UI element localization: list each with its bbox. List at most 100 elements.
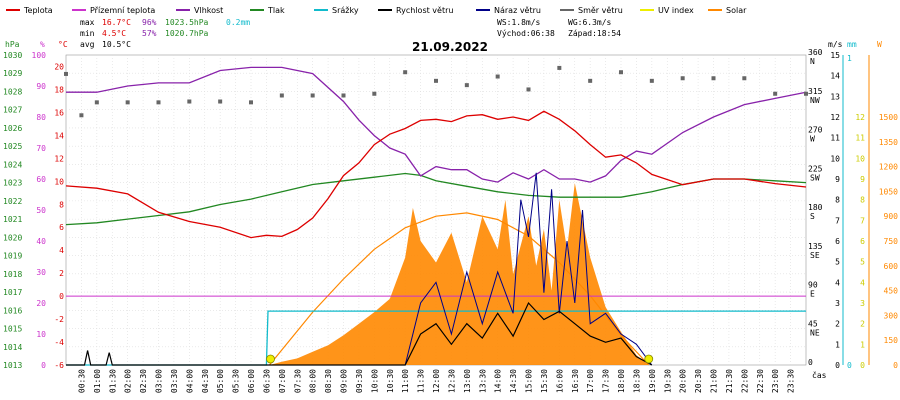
x-tick-label: 17:00 <box>586 369 595 393</box>
x-tick-label: 04:30 <box>201 369 210 393</box>
x-tick-label: 05:30 <box>232 369 241 393</box>
legend: Teplota Přízemní teplota Vlhkost Tlak Srážky… <box>6 6 747 15</box>
y-tick-label: 1 <box>847 54 852 63</box>
wind-direction-point <box>557 65 562 70</box>
y-tick-label: 1018 <box>3 270 22 279</box>
y-tick-label: 1020 <box>3 233 22 242</box>
wind-direction-point <box>187 99 192 104</box>
x-tick-label: 14:30 <box>509 369 518 393</box>
y-tick-label: 1030 <box>3 51 22 60</box>
wind-direction-point <box>804 91 808 96</box>
max-press: 1023.5hPa <box>165 18 209 27</box>
wind-direction-point <box>434 78 438 83</box>
y-tick-label: 1029 <box>3 69 22 78</box>
y-tick-label: 2 <box>860 320 865 329</box>
y-tick-label: 60 <box>36 175 46 184</box>
wind-direction-point <box>372 91 377 96</box>
pressure-line <box>65 172 807 226</box>
y-tick-label: 1013 <box>3 361 22 370</box>
y-tick-label: 150 <box>884 336 899 345</box>
y-tick-label: 135 <box>808 242 823 251</box>
y-tick-label: E <box>810 290 815 299</box>
y-tick-label: 10 <box>830 154 840 163</box>
x-tick-label: 10:00 <box>370 369 379 393</box>
y-tick-label: 0 <box>808 358 813 367</box>
y-tick-label: 1 <box>860 340 865 349</box>
y-tick-label: 0 <box>835 361 840 370</box>
x-tick-label: 06:30 <box>262 369 271 393</box>
wind-direction-point <box>279 93 284 98</box>
chart-title: 21.09.2022 <box>412 40 488 54</box>
y-tick-label: N <box>810 57 815 66</box>
y-tick-label: 8 <box>59 200 64 209</box>
max-label: max <box>80 18 95 27</box>
y-tick-label: 6 <box>835 237 840 246</box>
y-tick-label: 450 <box>884 287 899 296</box>
pct-axis-label: % <box>40 40 45 49</box>
x-tick-label: 19:00 <box>648 369 657 393</box>
y-tick-label: -6 <box>54 361 64 370</box>
y-tick-label: 2 <box>59 269 64 278</box>
x-tick-label: 14:00 <box>494 369 503 393</box>
x-tick-label: 08:00 <box>309 369 318 393</box>
x-tick-label: 03:00 <box>155 369 164 393</box>
wind-speed-avg: WS:1.8m/s <box>497 18 541 27</box>
x-tick-label: 22:30 <box>756 369 765 393</box>
y-tick-label: 14 <box>830 72 840 81</box>
y-tick-label: 1016 <box>3 306 22 315</box>
legend-label: Tlak <box>267 6 285 15</box>
x-tick-label: 08:30 <box>324 369 333 393</box>
y-tick-label: 90 <box>808 281 818 290</box>
y-tick-label: 6 <box>59 223 64 232</box>
wind-direction-point <box>156 100 161 105</box>
x-tick-label: 23:00 <box>771 369 780 393</box>
x-tick-label: 23:30 <box>787 369 796 393</box>
x-tick-label: 13:00 <box>463 369 472 393</box>
x-tick-label: 15:30 <box>540 369 549 393</box>
wind-direction-point <box>464 83 469 88</box>
y-tick-label: 5 <box>860 258 865 267</box>
x-tick-label: 11:30 <box>417 369 426 393</box>
mm-axis-label: mm <box>847 40 857 49</box>
degc-axis-label: °C <box>58 40 68 49</box>
legend-label: Směr větru <box>578 6 623 15</box>
x-tick-label: 06:00 <box>247 369 256 393</box>
x-tick-label: 12:30 <box>447 369 456 393</box>
wind-direction-point <box>64 71 68 76</box>
x-tick-label: 09:30 <box>355 369 364 393</box>
y-tick-label: 3 <box>835 299 840 308</box>
y-tick-label: 45 <box>808 319 818 328</box>
y-tick-label: 0 <box>893 361 898 370</box>
wind-direction-point <box>218 99 223 104</box>
wind-speed-line <box>66 301 653 366</box>
x-tick-label: 01:00 <box>93 369 102 393</box>
y-tick-label: 18 <box>54 85 64 94</box>
y-tick-label: 750 <box>884 237 899 246</box>
x-tick-label: 07:30 <box>293 369 302 393</box>
y-tick-label: 900 <box>884 212 899 221</box>
y-tick-label: 7 <box>860 216 865 225</box>
y-tick-label: 1025 <box>3 142 22 151</box>
x-axis-ticks: 00:30 01:00 01:30 02:00 02:30 03:00 03:30 04:00… <box>77 369 795 393</box>
min-press: 1020.7hPa <box>165 29 209 38</box>
y-tick-label: 100 <box>32 51 47 60</box>
y-tick-label: 10 <box>36 330 46 339</box>
y-tick-label: 1023 <box>3 179 22 188</box>
x-tick-label: 18:30 <box>632 369 641 393</box>
y-tick-label: 270 <box>808 126 823 135</box>
y-tick-label: 11 <box>830 134 840 143</box>
wind-direction-point <box>742 76 747 81</box>
x-tick-label: 07:00 <box>278 369 287 393</box>
wind-gust-line <box>404 172 653 366</box>
y-tick-label: 12 <box>855 113 865 122</box>
y-tick-label: 1026 <box>3 124 22 133</box>
legend-label: Vlhkost <box>194 6 223 15</box>
y-tick-label: 1019 <box>3 252 22 261</box>
y-tick-label: 1500 <box>879 113 898 122</box>
y-tick-label: 1015 <box>3 325 22 334</box>
x-tick-label: 12:00 <box>432 369 441 393</box>
legend-label: Rychlost větru <box>396 6 453 15</box>
x-tick-label: 15:00 <box>525 369 534 393</box>
legend-label: Náraz větru <box>494 6 541 15</box>
y-tick-label: 4 <box>59 246 64 255</box>
